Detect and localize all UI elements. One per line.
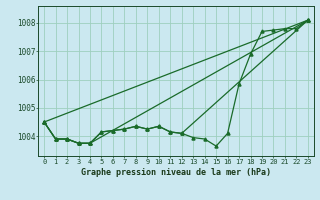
X-axis label: Graphe pression niveau de la mer (hPa): Graphe pression niveau de la mer (hPa) <box>81 168 271 177</box>
